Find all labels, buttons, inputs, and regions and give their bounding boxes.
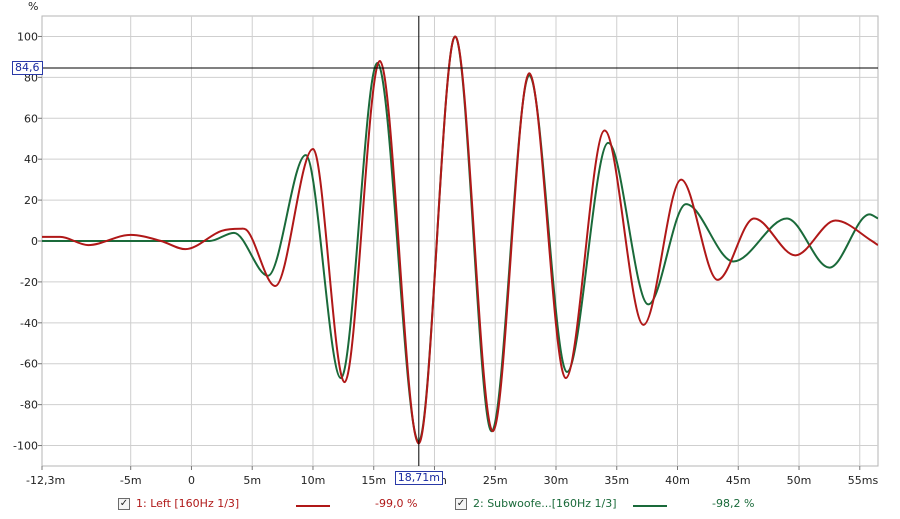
legend-checkbox-subwoofer[interactable]: ✓ xyxy=(455,497,467,510)
x-tick-label-7: 25m xyxy=(483,474,508,487)
y-axis-unit: % xyxy=(28,0,38,13)
x-tick-label-4: 10m xyxy=(301,474,326,487)
legend-value-left: -99,0 % xyxy=(375,497,418,510)
x-tick-label-1: -5m xyxy=(120,474,142,487)
legend: ✓ 1: Left [160Hz 1/3] -99,0 % ✓ 2: Subwo… xyxy=(0,494,900,516)
x-axis-ticks: -12,3m-5m05m10m15m20m25m30m35m40m45m50m5… xyxy=(26,466,878,487)
y-tick-label-4: 20 xyxy=(24,194,38,207)
x-tick-label-9: 35m xyxy=(604,474,629,487)
y-tick-label-5: 0 xyxy=(31,235,38,248)
legend-line-subwoofer xyxy=(633,505,667,507)
y-tick-label-9: -80 xyxy=(20,399,38,412)
x-tick-label-10: 40m xyxy=(665,474,690,487)
legend-item-subwoofer[interactable]: ✓ 2: Subwoofe...[160Hz 1/3] xyxy=(455,497,617,510)
y-tick-label-0: 100 xyxy=(17,30,38,43)
legend-checkbox-left[interactable]: ✓ xyxy=(118,497,130,510)
y-tick-label-10: -100 xyxy=(13,440,38,453)
series-layer xyxy=(42,35,878,445)
y-tick-label-2: 60 xyxy=(24,112,38,125)
x-tick-label-12: 50m xyxy=(787,474,812,487)
x-tick-label-2: 0 xyxy=(188,474,195,487)
x-tick-label-11: 45m xyxy=(726,474,751,487)
legend-line-left xyxy=(296,505,330,507)
x-tick-label-3: 5m xyxy=(243,474,261,487)
cursor-x-readout: 18,71m xyxy=(394,471,444,485)
series-line-0 xyxy=(42,35,878,445)
y-tick-label-7: -40 xyxy=(20,317,38,330)
x-tick-label-0: -12,3m xyxy=(26,474,65,487)
legend-label-left: 1: Left [160Hz 1/3] xyxy=(136,497,240,510)
legend-item-left[interactable]: ✓ 1: Left [160Hz 1/3] xyxy=(118,497,239,510)
cursor-y-readout: 84,6 xyxy=(12,60,43,75)
y-tick-label-6: -20 xyxy=(20,276,38,289)
cursor-crosshair[interactable] xyxy=(42,16,878,466)
x-tick-label-8: 30m xyxy=(544,474,569,487)
chart-svg[interactable]: % -12,3m-5m05m10m15m20m25m30m35m40m45m50… xyxy=(0,0,900,494)
x-tick-label-13: 55ms xyxy=(848,474,879,487)
y-tick-label-8: -60 xyxy=(20,358,38,371)
y-tick-label-3: 40 xyxy=(24,153,38,166)
legend-value-subwoofer: -98,2 % xyxy=(712,497,755,510)
legend-label-subwoofer: 2: Subwoofe...[160Hz 1/3] xyxy=(473,497,617,510)
x-tick-label-5: 15m xyxy=(361,474,386,487)
